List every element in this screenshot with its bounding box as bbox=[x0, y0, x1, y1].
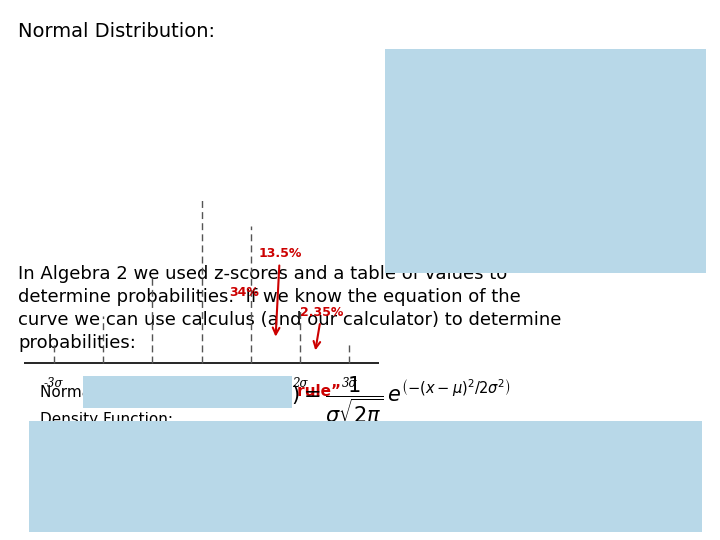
Text: 13.5%: 13.5% bbox=[258, 247, 302, 334]
Text: 3σ: 3σ bbox=[341, 376, 357, 389]
Text: 34%: 34% bbox=[229, 286, 258, 299]
Text: 2.35%: 2.35% bbox=[300, 306, 343, 348]
Text: Normal Distribution:: Normal Distribution: bbox=[18, 22, 215, 41]
Text: -2σ: -2σ bbox=[94, 376, 113, 389]
Text: $f\,(x)=\dfrac{1}{\sigma\sqrt{2\pi}}\,e^{\left(-(x-\mu)^2/2\sigma^2\right)}$: $f\,(x)=\dfrac{1}{\sigma\sqrt{2\pi}}\,e^… bbox=[260, 375, 510, 426]
Text: b: b bbox=[426, 82, 436, 99]
Text: determine probabilities.  If we know the equation of the: determine probabilities. If we know the … bbox=[18, 288, 521, 306]
Text: “68, 95, 99.7 rule”: “68, 95, 99.7 rule” bbox=[179, 384, 341, 400]
Text: -σ: -σ bbox=[146, 376, 158, 389]
Text: probabilities:: probabilities: bbox=[18, 334, 136, 352]
Text: μ: μ bbox=[198, 376, 205, 389]
Text: occurring within that range.: occurring within that range. bbox=[392, 136, 624, 154]
Text: curve we can use calculus (and our calculator) to determine: curve we can use calculus (and our calcu… bbox=[18, 311, 562, 329]
Text: probability of an event: probability of an event bbox=[392, 109, 580, 127]
Text: a: a bbox=[392, 82, 402, 99]
Text: 2σ: 2σ bbox=[292, 376, 308, 389]
Text: represents the: represents the bbox=[436, 82, 562, 100]
Text: (Gaussian curve): (Gaussian curve) bbox=[40, 439, 170, 454]
Text: Density Function:: Density Function: bbox=[40, 412, 173, 427]
Text: Normal Probability: Normal Probability bbox=[40, 385, 181, 400]
Text: The area under the curve from: The area under the curve from bbox=[392, 55, 647, 73]
Text: to: to bbox=[402, 82, 429, 100]
Text: σ: σ bbox=[247, 376, 255, 389]
Text: In Algebra 2 we used z-scores and a table of values to: In Algebra 2 we used z-scores and a tabl… bbox=[18, 265, 508, 283]
Text: -3σ: -3σ bbox=[44, 376, 63, 389]
